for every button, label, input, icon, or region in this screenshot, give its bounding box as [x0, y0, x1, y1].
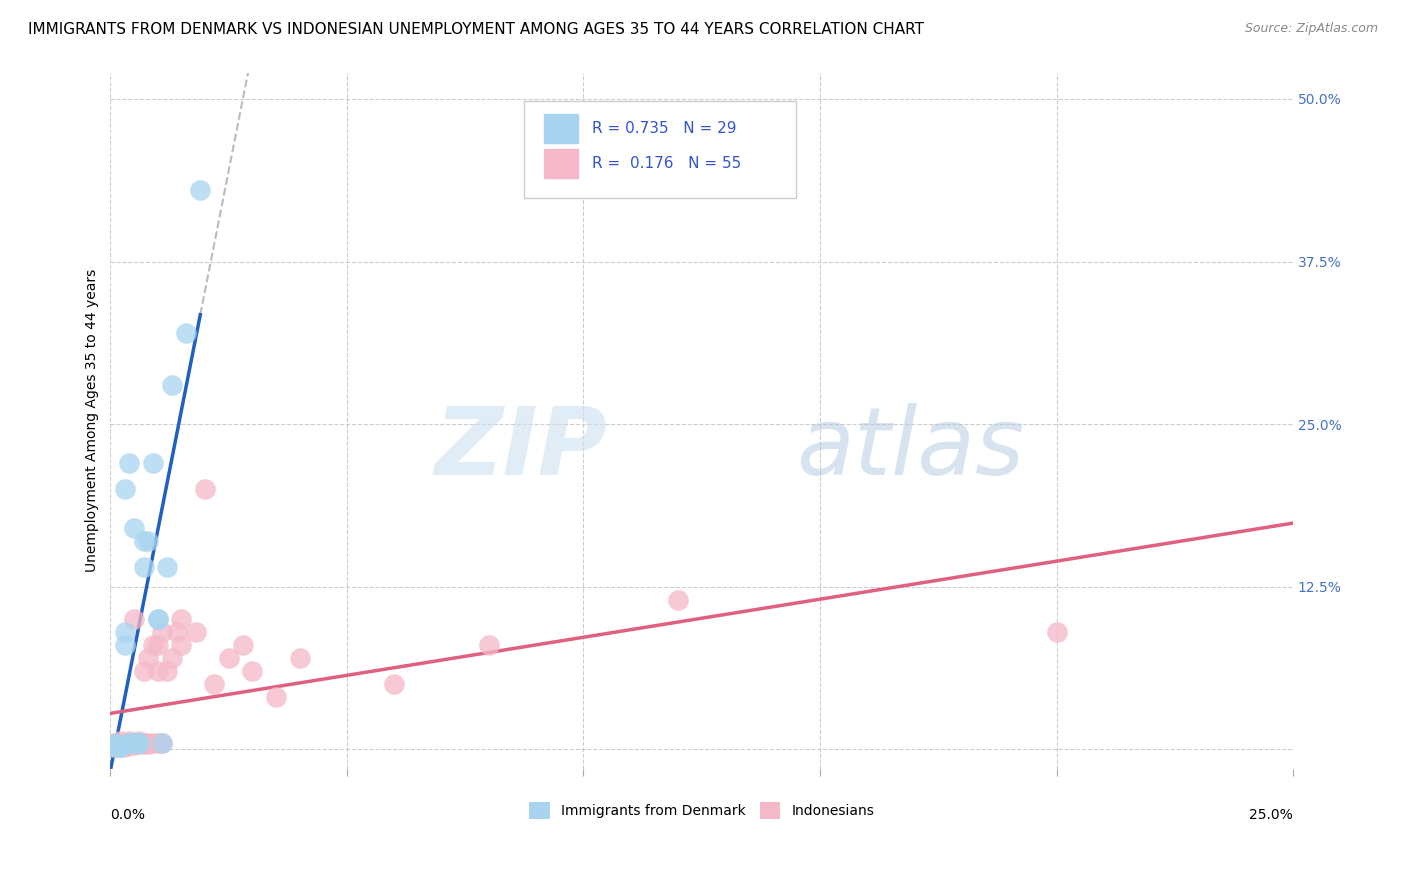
Point	[128, 736, 150, 750]
Point	[104, 739, 127, 754]
Point	[152, 625, 174, 640]
Point	[146, 664, 169, 678]
Point	[146, 638, 169, 652]
Point	[104, 736, 127, 750]
Point	[122, 736, 145, 750]
Point	[132, 664, 155, 678]
Point	[288, 651, 311, 665]
Point	[108, 738, 131, 752]
Point	[218, 651, 240, 665]
Bar	[544, 114, 578, 144]
Text: Source: ZipAtlas.com: Source: ZipAtlas.com	[1244, 22, 1378, 36]
Point	[1045, 625, 1067, 640]
Point	[142, 736, 165, 750]
Point	[118, 736, 141, 750]
Point	[132, 534, 155, 549]
Point	[174, 326, 197, 340]
Point	[114, 482, 136, 496]
Point	[264, 690, 287, 704]
Point	[382, 677, 405, 691]
Point	[666, 592, 689, 607]
Point	[194, 482, 217, 496]
Text: R =  0.176   N = 55: R = 0.176 N = 55	[592, 156, 741, 171]
Point	[136, 534, 159, 549]
Point	[118, 456, 141, 470]
Point	[146, 736, 169, 750]
Point	[122, 612, 145, 626]
Point	[122, 737, 145, 751]
Point	[240, 664, 263, 678]
Point	[114, 638, 136, 652]
Y-axis label: Unemployment Among Ages 35 to 44 years: Unemployment Among Ages 35 to 44 years	[86, 269, 100, 573]
Point	[104, 737, 127, 751]
Point	[114, 739, 136, 754]
Point	[170, 612, 193, 626]
Point	[108, 739, 131, 754]
Point	[104, 739, 127, 754]
Text: R = 0.735   N = 29: R = 0.735 N = 29	[592, 121, 737, 136]
Point	[142, 456, 165, 470]
Point	[142, 638, 165, 652]
Point	[108, 736, 131, 750]
Point	[122, 738, 145, 752]
Text: ZIP: ZIP	[434, 402, 607, 495]
Point	[122, 736, 145, 750]
Point	[118, 734, 141, 748]
Point	[232, 638, 254, 652]
Point	[108, 737, 131, 751]
Point	[160, 651, 183, 665]
Text: IMMIGRANTS FROM DENMARK VS INDONESIAN UNEMPLOYMENT AMONG AGES 35 TO 44 YEARS COR: IMMIGRANTS FROM DENMARK VS INDONESIAN UN…	[28, 22, 924, 37]
Point	[108, 738, 131, 752]
Point	[204, 677, 226, 691]
Point	[128, 736, 150, 750]
Point	[108, 734, 131, 748]
Point	[132, 560, 155, 574]
Point	[166, 625, 188, 640]
Point	[188, 183, 211, 197]
Point	[152, 736, 174, 750]
Point	[118, 737, 141, 751]
Point	[104, 738, 127, 752]
Text: 0.0%: 0.0%	[111, 807, 145, 822]
Point	[128, 736, 150, 750]
Text: atlas: atlas	[796, 403, 1025, 494]
Point	[156, 664, 179, 678]
Legend: Immigrants from Denmark, Indonesians: Immigrants from Denmark, Indonesians	[523, 797, 880, 824]
Point	[146, 612, 169, 626]
Point	[160, 378, 183, 392]
Point	[104, 738, 127, 752]
Point	[156, 560, 179, 574]
Point	[118, 736, 141, 750]
Point	[104, 736, 127, 750]
Point	[128, 737, 150, 751]
Point	[132, 736, 155, 750]
Point	[136, 736, 159, 750]
Point	[136, 737, 159, 751]
Point	[184, 625, 207, 640]
Point	[146, 612, 169, 626]
Point	[108, 739, 131, 754]
Point	[114, 737, 136, 751]
Point	[152, 736, 174, 750]
Point	[122, 736, 145, 750]
Point	[118, 736, 141, 750]
Point	[132, 737, 155, 751]
Text: 25.0%: 25.0%	[1250, 807, 1294, 822]
Point	[478, 638, 501, 652]
Point	[136, 651, 159, 665]
Point	[114, 738, 136, 752]
Point	[108, 738, 131, 752]
Point	[104, 738, 127, 752]
Point	[114, 736, 136, 750]
Point	[118, 738, 141, 752]
FancyBboxPatch shape	[524, 101, 796, 198]
Point	[122, 521, 145, 535]
Point	[170, 638, 193, 652]
Point	[128, 734, 150, 748]
Point	[108, 739, 131, 754]
Point	[114, 625, 136, 640]
Bar	[544, 149, 578, 178]
